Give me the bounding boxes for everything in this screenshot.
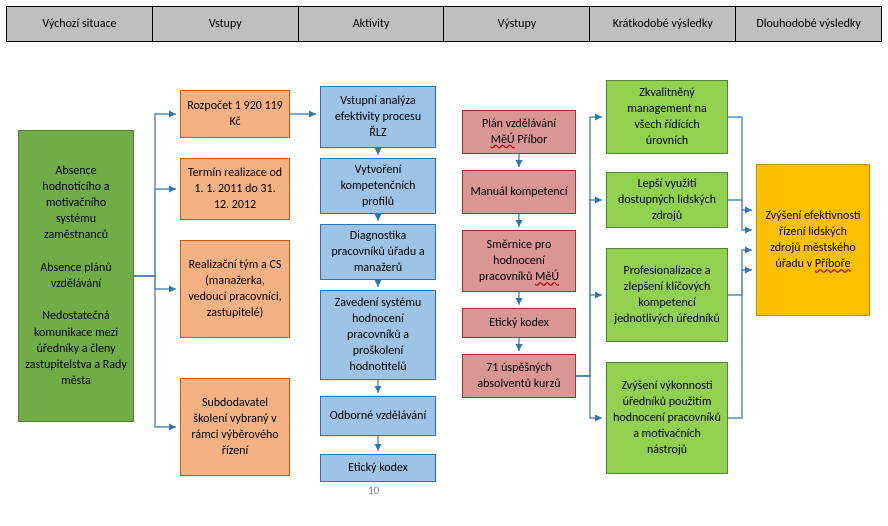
header-cell-inputs: Vstupy <box>152 7 298 41</box>
output-graduates: 71 úspěšných absolventů kurzů <box>462 354 576 398</box>
header-cell-situation: Výchozí situace <box>7 7 152 41</box>
output-competence-manual-text: Manuál kompetencí <box>470 184 567 200</box>
activity-education: Odborné vzdělávání <box>320 396 436 436</box>
header-cell-outputs: Výstupy <box>443 7 589 41</box>
output-education-plan: Plán vzdělávání MěÚ Příbor <box>462 110 576 154</box>
header-row: Výchozí situace Vstupy Aktivity Výstupy … <box>6 6 882 42</box>
output-ethics-code: Etický kodex <box>462 308 576 338</box>
long-result-effectiveness: Zvýšení efektivnosti řízení lidských zdr… <box>756 164 870 316</box>
short-result-professionalization: Profesionalizace a zlepšení klíčových ko… <box>606 248 728 342</box>
input-deadline-text: Termín realizace od 1. 1. 2011 do 31. 12… <box>187 165 283 214</box>
output-graduates-text: 71 úspěšných absolventů kurzů <box>469 360 569 392</box>
activity-profiles: Vytvoření kompetenčních profilů <box>320 158 436 214</box>
input-subcontractor-text: Subdodavatel školení vybraný v rámci výb… <box>187 395 283 460</box>
output-ethics-code-text: Etický kodex <box>489 315 549 331</box>
output-evaluation-directive-text: Směrnice pro hodnocení pracovníků MěÚ <box>469 237 569 286</box>
situation-box: Absence hodnotícího a motivačního systém… <box>18 130 134 422</box>
short-result-performance: Zvýšení výkonnosti úředníků použitím hod… <box>606 362 728 474</box>
header-cell-activities: Aktivity <box>298 7 444 41</box>
input-budget-text: Rozpočet 1 920 119 Kč <box>187 98 283 130</box>
short-result-management-text: Zkvalitněný management na všech řídících… <box>613 85 721 150</box>
output-education-plan-text: Plán vzdělávání MěÚ Příbor <box>469 116 569 148</box>
long-result-effectiveness-text: Zvýšení efektivnosti řízení lidských zdr… <box>763 208 863 273</box>
short-result-management: Zkvalitněný management na všech řídících… <box>606 80 728 154</box>
header-cell-short-results: Krátkodobé výsledky <box>589 7 735 41</box>
activity-analysis-text: Vstupní analýza efektivity procesu ŘLZ <box>327 93 429 142</box>
activity-ethics-text: Etický kodex <box>348 460 408 476</box>
short-result-professionalization-text: Profesionalizace a zlepšení klíčových ko… <box>613 263 721 328</box>
input-budget: Rozpočet 1 920 119 Kč <box>180 90 290 138</box>
activity-evaluation-system: Zavedení systému hodnocení pracovníků a … <box>320 290 436 380</box>
input-team: Realizační tým a CS (manažerka, vedoucí … <box>180 240 290 338</box>
page-number: 10 <box>368 484 379 497</box>
header-cell-long-results: Dlouhodobé výsledky <box>735 7 881 41</box>
situation-text: Absence hodnotícího a motivačního systém… <box>25 163 127 390</box>
activity-education-text: Odborné vzdělávání <box>330 408 426 424</box>
short-result-resources-text: Lepší využití dostupných lidských zdrojů <box>613 176 721 225</box>
input-deadline: Termín realizace od 1. 1. 2011 do 31. 12… <box>180 158 290 220</box>
output-evaluation-directive: Směrnice pro hodnocení pracovníků MěÚ <box>462 230 576 292</box>
short-result-performance-text: Zvýšení výkonnosti úředníků použitím hod… <box>613 378 721 459</box>
activity-ethics: Etický kodex <box>320 454 436 482</box>
input-subcontractor: Subdodavatel školení vybraný v rámci výb… <box>180 378 290 476</box>
activity-diagnostics-text: Diagnostika pracovníků úřadu a manažerů <box>327 228 429 277</box>
activity-analysis: Vstupní analýza efektivity procesu ŘLZ <box>320 86 436 148</box>
output-competence-manual: Manuál kompetencí <box>462 170 576 214</box>
short-result-resources: Lepší využití dostupných lidských zdrojů <box>606 172 728 228</box>
activity-evaluation-system-text: Zavedení systému hodnocení pracovníků a … <box>327 295 429 376</box>
activity-profiles-text: Vytvoření kompetenčních profilů <box>327 162 429 211</box>
activity-diagnostics: Diagnostika pracovníků úřadu a manažerů <box>320 224 436 280</box>
input-team-text: Realizační tým a CS (manažerka, vedoucí … <box>187 257 283 322</box>
